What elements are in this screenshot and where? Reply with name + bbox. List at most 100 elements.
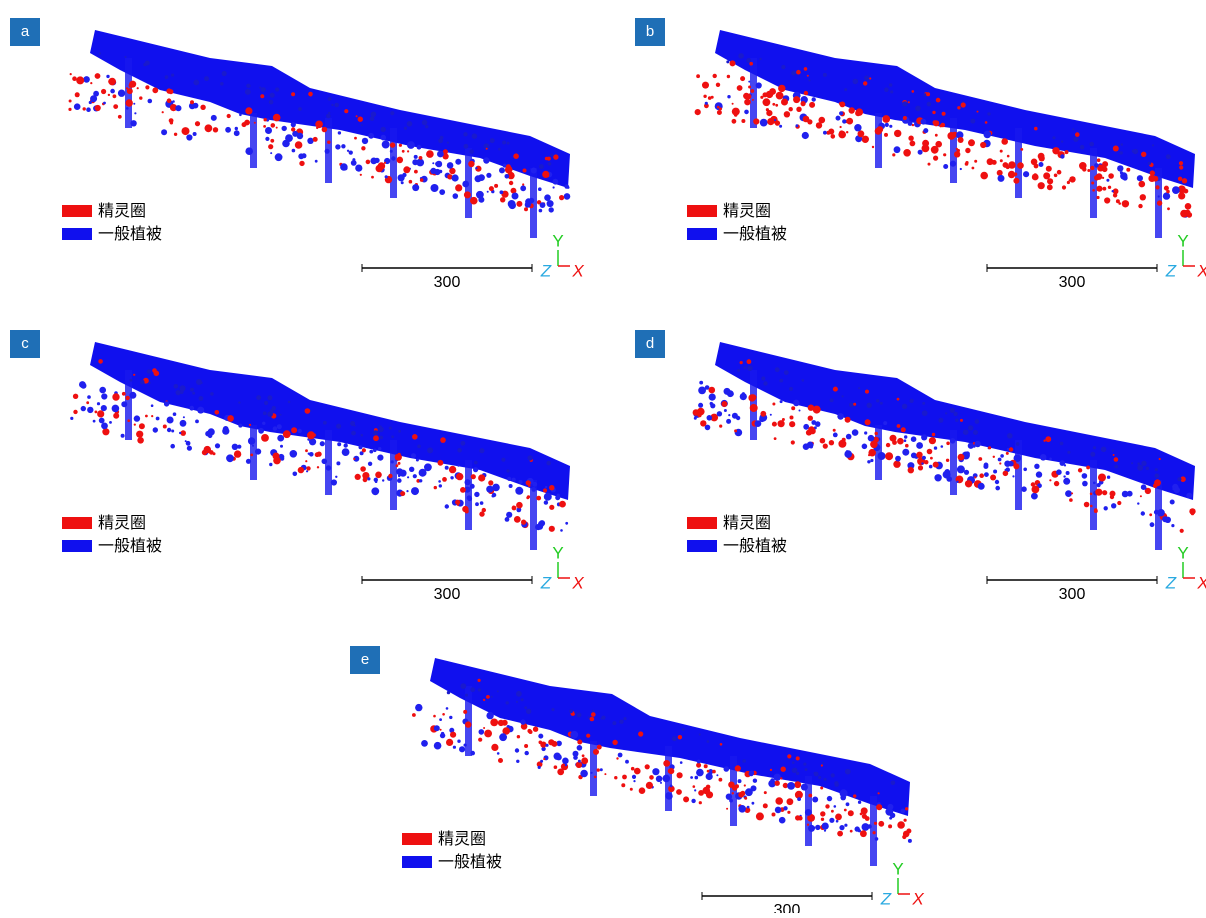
point: [310, 94, 312, 96]
point: [888, 824, 892, 828]
point: [678, 735, 682, 739]
point: [853, 79, 859, 85]
legend-label: 一般植被: [98, 537, 162, 555]
point: [947, 132, 955, 140]
point: [270, 93, 275, 98]
point: [439, 718, 442, 721]
point: [968, 425, 973, 430]
point: [756, 82, 762, 88]
point: [498, 148, 501, 151]
point: [953, 412, 957, 416]
point: [298, 429, 302, 433]
point: [1072, 128, 1074, 130]
point: [72, 76, 77, 81]
point: [789, 107, 793, 111]
point: [524, 744, 528, 748]
point: [211, 115, 217, 121]
point: [542, 171, 549, 178]
point: [516, 691, 522, 697]
point: [904, 435, 907, 438]
point: [904, 819, 907, 822]
point: [325, 149, 330, 154]
point: [814, 772, 819, 777]
point: [791, 440, 795, 444]
point: [935, 134, 938, 137]
point: [93, 91, 99, 97]
point: [824, 778, 827, 781]
point: [520, 185, 526, 191]
point: [666, 793, 673, 800]
point: [646, 782, 653, 789]
point: [1186, 493, 1192, 499]
point: [190, 100, 194, 104]
point: [916, 452, 922, 458]
point: [719, 107, 722, 110]
point: [515, 748, 519, 752]
point: [738, 53, 744, 59]
point: [548, 162, 552, 166]
point: [779, 125, 782, 128]
point: [703, 787, 711, 795]
point: [1052, 147, 1059, 154]
point: [426, 150, 434, 158]
point: [835, 814, 842, 821]
scale-label: 300: [434, 586, 461, 603]
point: [436, 161, 443, 168]
point: [313, 137, 318, 142]
point: [862, 823, 870, 831]
point: [724, 388, 731, 395]
point: [979, 473, 984, 478]
point: [76, 76, 84, 84]
point: [263, 411, 267, 415]
point: [717, 106, 720, 109]
point: [497, 752, 500, 755]
point: [505, 174, 510, 179]
point: [245, 147, 253, 155]
point: [1172, 488, 1175, 491]
page: {"panels": [ {"label": "a", "legend": ["…: [0, 0, 1206, 913]
point: [148, 99, 153, 104]
point: [1113, 454, 1115, 456]
point: [863, 81, 867, 85]
point: [193, 132, 197, 136]
point: [1153, 483, 1158, 488]
point: [1157, 200, 1162, 205]
point: [1094, 163, 1099, 168]
point: [515, 487, 523, 495]
point: [371, 176, 374, 179]
point: [385, 175, 388, 178]
point: [799, 410, 801, 412]
point: [525, 198, 532, 205]
point: [1009, 447, 1013, 451]
point: [486, 486, 493, 493]
point: [1094, 175, 1099, 180]
point: [974, 160, 977, 163]
point: [488, 480, 493, 485]
point: [1102, 161, 1108, 167]
point: [630, 788, 633, 791]
point: [1084, 502, 1090, 508]
point: [910, 141, 916, 147]
point: [412, 713, 416, 717]
point: [432, 187, 435, 190]
point: [836, 820, 839, 823]
point: [455, 159, 461, 165]
point: [932, 111, 935, 114]
point: [487, 191, 489, 193]
point: [355, 474, 361, 480]
point: [663, 760, 670, 767]
point: [322, 127, 328, 133]
point: [363, 477, 368, 482]
point: [222, 428, 229, 435]
point: [734, 429, 737, 432]
point: [680, 761, 683, 764]
point: [1155, 468, 1158, 471]
point: [215, 410, 220, 415]
point: [264, 118, 267, 121]
point: [960, 168, 962, 170]
point: [283, 430, 291, 438]
point: [356, 115, 358, 117]
point: [730, 60, 736, 66]
point: [1082, 473, 1088, 479]
point: [1017, 162, 1024, 169]
